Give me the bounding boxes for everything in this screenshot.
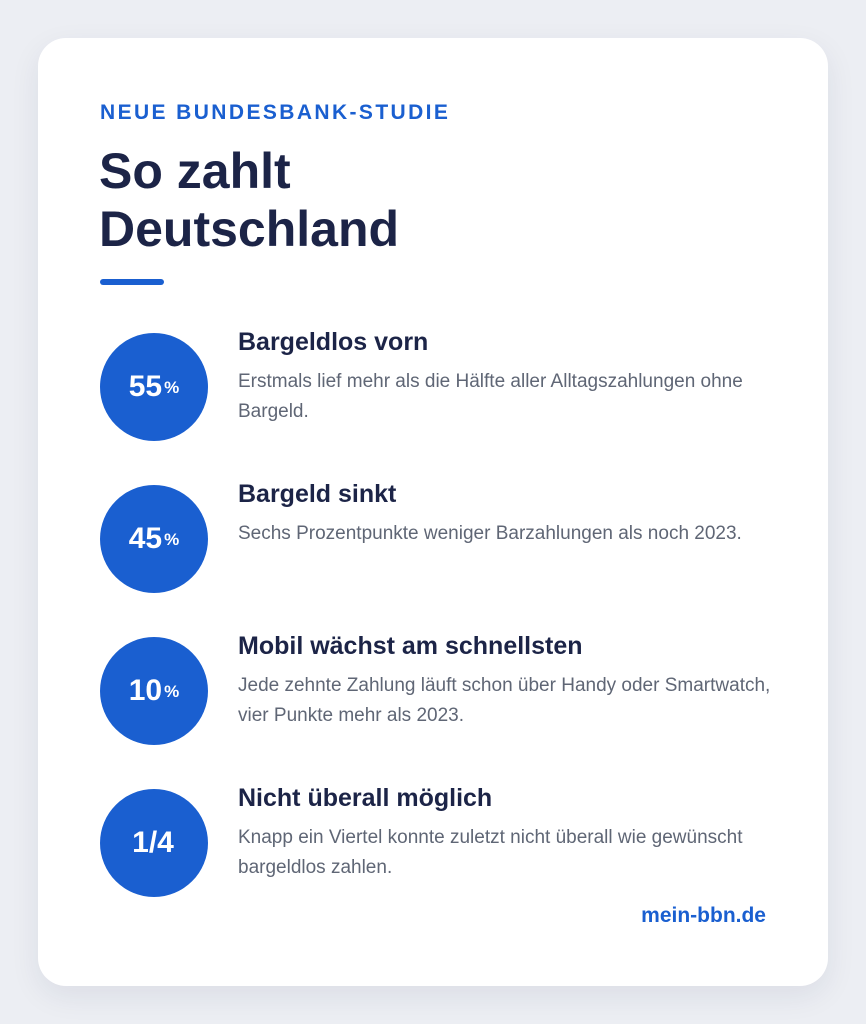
stat-item-cash-declining: 45 % Bargeld sinkt Sechs Prozentpunkte w…: [100, 480, 780, 595]
stat-value: 45: [128, 522, 163, 555]
stat-unit: %: [164, 530, 180, 549]
stat-description: Erstmals lief mehr als die Hälfte aller …: [238, 371, 743, 422]
stat-heading: Mobil wächst am schnellsten: [238, 632, 583, 660]
stat-unit: %: [164, 682, 180, 701]
title-line-2: Deutschland: [99, 201, 400, 257]
stat-circle: 10 %: [100, 637, 208, 745]
eyebrow-label: NEUE BUNDESBANK-STUDIE: [100, 101, 451, 124]
stat-heading: Bargeld sinkt: [238, 480, 397, 508]
accent-divider: [100, 279, 164, 285]
page-title: So zahlt Deutschland: [99, 142, 599, 258]
stat-description: Jede zehnte Zahlung läuft schon über Han…: [238, 675, 771, 726]
stat-circle: 55 %: [100, 333, 208, 441]
stat-heading: Bargeldlos vorn: [238, 328, 429, 356]
stat-item-mobile: 10 % Mobil wächst am schnellsten Jede ze…: [100, 632, 780, 747]
stat-value: 1/4: [132, 826, 174, 859]
stat-circle: 45 %: [100, 485, 208, 593]
stat-heading: Nicht überall möglich: [238, 784, 493, 812]
stat-item-cashless: 55 % Bargeldlos vorn Erstmals lief mehr …: [100, 328, 780, 443]
infographic-card: NEUE BUNDESBANK-STUDIE So zahlt Deutschl…: [38, 38, 828, 986]
stat-unit: %: [164, 378, 180, 397]
stat-item-not-everywhere: 1/4 Nicht überall möglich Knapp ein Vier…: [100, 784, 780, 899]
stat-description: Knapp ein Viertel konnte zuletzt nicht ü…: [238, 827, 743, 878]
title-line-1: So zahlt: [99, 143, 291, 199]
stat-value: 55: [128, 370, 163, 403]
source-link[interactable]: mein-bbn.de: [641, 904, 766, 927]
stat-circle: 1/4: [100, 789, 208, 897]
stat-value: 10: [128, 674, 163, 707]
stat-description: Sechs Prozentpunkte weniger Barzahlungen…: [238, 523, 742, 544]
